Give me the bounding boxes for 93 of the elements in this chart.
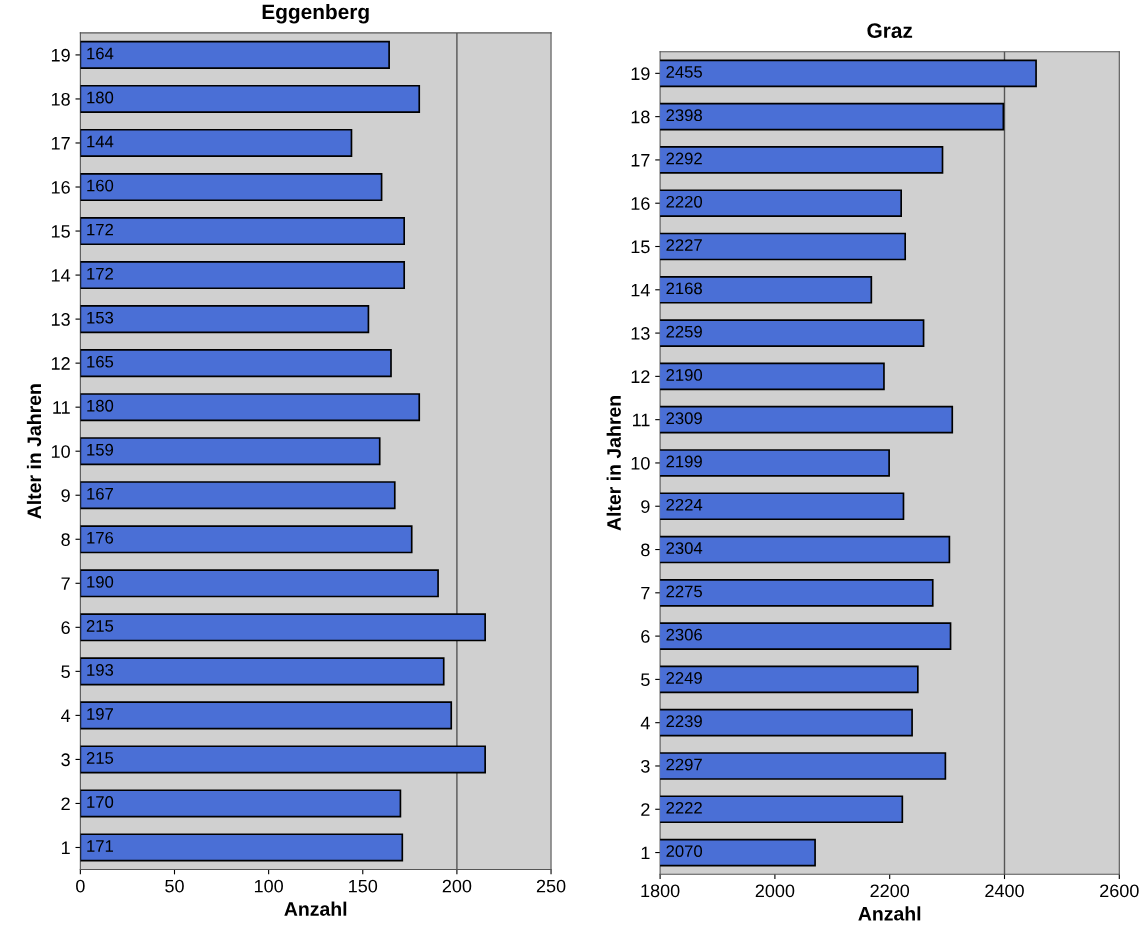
y-tick-label: 10: [631, 456, 650, 470]
y-tick-label: 18: [631, 110, 650, 124]
y-tick-label: 14: [631, 283, 650, 297]
y-tick-label: 15: [51, 225, 70, 238]
data-label: 176: [87, 531, 114, 544]
x-tick-label: 250: [536, 879, 566, 893]
y-tick-label: 9: [641, 500, 650, 513]
y-tick-label: 3: [61, 753, 70, 767]
x-tick-label: 100: [254, 879, 283, 893]
y-tick-label: 12: [51, 357, 70, 370]
data-label: 180: [87, 399, 114, 412]
data-label: 164: [87, 47, 114, 60]
data-label: 2398: [666, 109, 702, 122]
y-tick-label: 6: [641, 630, 650, 643]
data-label: 160: [87, 179, 114, 192]
data-label: 215: [86, 620, 114, 632]
y-tick-label: 17: [51, 137, 70, 150]
y-tick-label: 9: [61, 489, 70, 502]
x-tick-label: 2600: [1100, 884, 1139, 898]
y-tick-label: 2: [641, 803, 650, 816]
data-label: 2168: [666, 282, 702, 295]
y-tick-label: 17: [631, 154, 650, 167]
data-label: 172: [87, 223, 113, 236]
x-tick-label: 50: [165, 879, 184, 893]
data-label: 2227: [666, 239, 702, 251]
data-label: 2297: [666, 758, 702, 771]
y-tick-label: 11: [633, 413, 650, 427]
y-tick-label: 16: [631, 197, 650, 210]
data-label: 2222: [666, 801, 702, 814]
data-label: 2190: [666, 369, 703, 381]
data-label: 2304: [666, 542, 703, 554]
chart-title: Eggenberg: [262, 3, 369, 24]
data-label: 2306: [666, 628, 702, 641]
x-tick-label: 2400: [985, 884, 1024, 898]
data-label: 2309: [666, 412, 702, 425]
data-label: 153: [87, 311, 114, 324]
y-axis-title: Alter in Jahren: [606, 396, 621, 531]
x-tick-label: 200: [442, 879, 472, 893]
y-tick-label: 1: [641, 846, 650, 860]
y-tick-label: 14: [51, 269, 71, 282]
y-tick-label: 2: [61, 797, 70, 810]
y-tick-label: 19: [51, 48, 70, 62]
y-tick-label: 16: [51, 180, 70, 194]
y-tick-label: 15: [631, 240, 650, 254]
y-tick-label: 7: [641, 586, 650, 600]
x-axis-title: Anzahl: [858, 906, 921, 921]
x-tick-label: 0: [76, 879, 85, 893]
y-tick-label: 1: [61, 841, 70, 855]
data-label: 2249: [666, 672, 702, 684]
data-label: 2455: [666, 66, 702, 78]
data-label: 193: [87, 664, 114, 676]
x-axis-title: Anzahl: [284, 901, 347, 916]
chart-title: Graz: [867, 23, 913, 39]
y-tick-label: 7: [61, 577, 70, 590]
data-label: 2239: [666, 715, 702, 728]
data-label: 2292: [666, 152, 702, 165]
data-label: 170: [87, 796, 114, 808]
data-label: 167: [87, 487, 113, 500]
data-label: 197: [87, 708, 113, 720]
y-tick-label: 13: [631, 327, 650, 340]
y-tick-label: 4: [640, 716, 650, 730]
y-tick-label: 18: [51, 92, 70, 106]
data-label: 165: [87, 355, 114, 368]
data-label: 144: [87, 135, 114, 148]
data-label: 2275: [666, 585, 702, 598]
y-tick-label: 8: [61, 533, 70, 546]
data-label: 2199: [666, 455, 702, 468]
data-label: 180: [87, 91, 114, 104]
y-tick-label: 11: [53, 401, 70, 414]
y-tick-label: 8: [641, 543, 650, 557]
data-label: 2259: [666, 325, 702, 338]
x-tick-label: 1800: [641, 884, 680, 898]
data-label: 159: [87, 443, 114, 456]
x-tick-label: 2200: [870, 884, 910, 898]
data-label: 190: [87, 575, 114, 588]
y-tick-label: 10: [51, 445, 70, 458]
y-tick-label: 12: [631, 370, 650, 383]
y-tick-label: 5: [641, 673, 650, 687]
data-label: 172: [87, 267, 113, 280]
data-label: 2224: [666, 498, 703, 511]
y-tick-label: 13: [51, 313, 70, 326]
x-tick-label: 150: [349, 879, 378, 893]
data-label: 171: [87, 840, 113, 852]
y-tick-label: 19: [631, 67, 650, 81]
x-tick-label: 2000: [755, 884, 795, 898]
data-label: 215: [86, 752, 114, 764]
y-tick-label: 4: [61, 709, 71, 722]
y-tick-label: 5: [61, 665, 70, 679]
data-label: 2220: [666, 195, 703, 208]
y-tick-label: 3: [641, 759, 650, 773]
y-tick-label: 6: [61, 621, 70, 635]
y-axis-title: Alter in Jahren: [26, 384, 42, 519]
data-label: 2070: [666, 845, 703, 858]
